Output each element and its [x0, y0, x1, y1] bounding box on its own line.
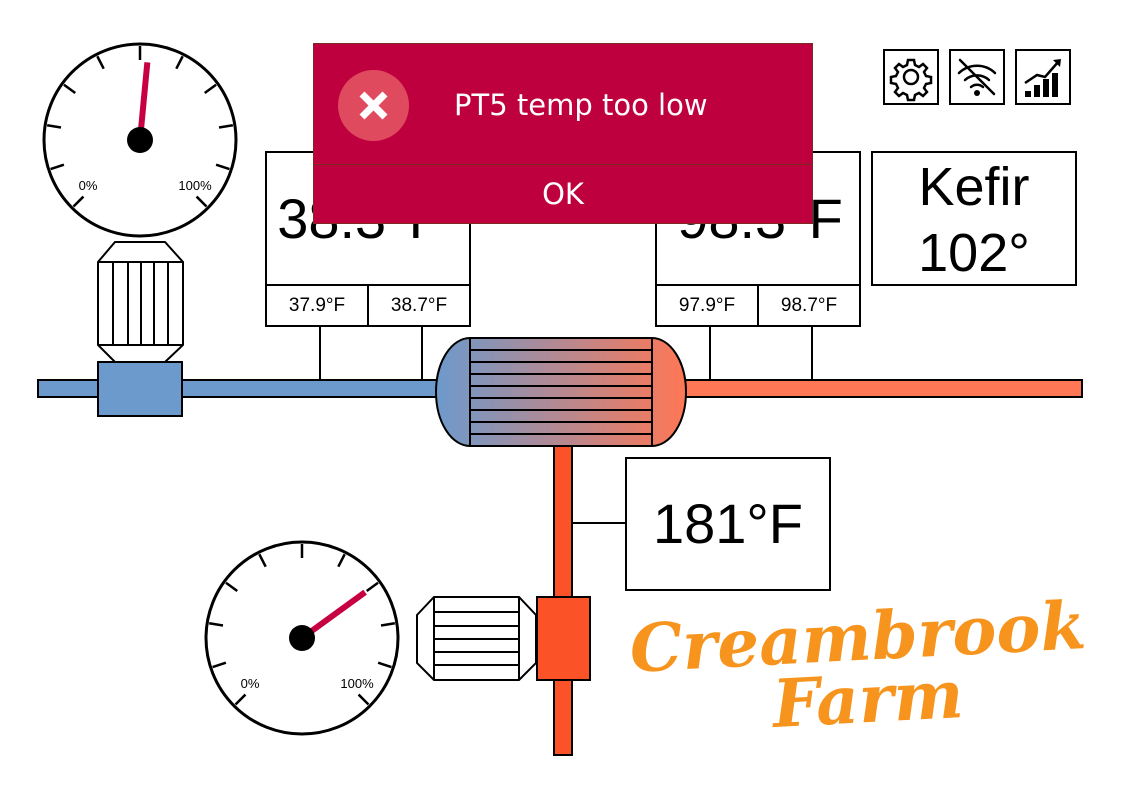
- right-sub-temp-1: 97.9°F: [679, 295, 735, 316]
- alert-divider: [314, 164, 812, 165]
- gauge-bottom-needle: [300, 589, 367, 641]
- pump-bottom: [536, 596, 591, 681]
- gauge-top: 0% 100%: [42, 42, 238, 238]
- motor-bottom: [416, 596, 537, 681]
- gauge-bottom-max-label: 100%: [340, 676, 374, 691]
- alert-message-row: PT5 temp too low: [314, 44, 812, 164]
- hot-pipe: [683, 379, 1083, 398]
- ok-button[interactable]: OK: [314, 165, 812, 223]
- bottom-main-temp: 181°F: [653, 492, 803, 555]
- gauge-tick: [234, 693, 247, 706]
- gauge-tick: [337, 553, 346, 568]
- gauge-tick: [50, 163, 65, 171]
- gear-icon: [889, 58, 933, 102]
- left-sub-temp-1: 37.9°F: [289, 295, 345, 316]
- trends-button[interactable]: [1015, 49, 1071, 105]
- brand-line-2: Farm: [769, 655, 965, 743]
- product-temperature: 102°: [918, 223, 1030, 283]
- gauge-tick: [212, 661, 227, 669]
- gauge-tick: [63, 83, 77, 94]
- gauge-tick: [175, 55, 184, 70]
- network-button[interactable]: [949, 49, 1005, 105]
- gauge-bottom: 0% 100%: [204, 540, 400, 736]
- gauge-tick: [218, 124, 234, 129]
- wifi-off-icon: [957, 58, 997, 96]
- gauge-tick: [357, 693, 370, 706]
- error-icon: [338, 70, 409, 141]
- right-sub-temp-2: 98.7°F: [781, 295, 837, 316]
- gauge-tick: [380, 622, 396, 627]
- motor-top: [97, 241, 184, 363]
- gauge-tick: [96, 55, 105, 70]
- left-sub-temp-2: 38.7°F: [391, 295, 447, 316]
- product-box: Kefir 102°: [871, 151, 1077, 286]
- brand-logo: Creambrook Farm: [628, 586, 1088, 743]
- alert-message: PT5 temp too low: [454, 88, 708, 122]
- alert-dialog: PT5 temp too low OK: [313, 43, 813, 224]
- gauge-bottom-min-label: 0%: [241, 676, 260, 691]
- sensor-box-bottom: 181°F: [625, 457, 831, 591]
- settings-button[interactable]: [883, 49, 939, 105]
- gauge-top-min-label: 0%: [79, 178, 98, 193]
- gauge-tick: [208, 622, 224, 627]
- gauge-tick: [365, 581, 379, 592]
- heat-exchanger: [435, 337, 687, 447]
- trend-chart-icon: [1024, 59, 1061, 97]
- gauge-tick: [215, 163, 230, 171]
- gauge-tick: [46, 124, 62, 129]
- gauge-tick: [377, 661, 392, 669]
- gauge-tick: [225, 581, 239, 592]
- gauge-tick: [72, 195, 85, 208]
- product-name: Kefir: [918, 157, 1029, 217]
- pump-top: [97, 361, 183, 417]
- sensor-connectors: [319, 326, 813, 524]
- gauge-tick: [203, 83, 217, 94]
- gauge-tick: [195, 195, 208, 208]
- gauge-top-max-label: 100%: [178, 178, 212, 193]
- gauge-tick: [258, 553, 267, 568]
